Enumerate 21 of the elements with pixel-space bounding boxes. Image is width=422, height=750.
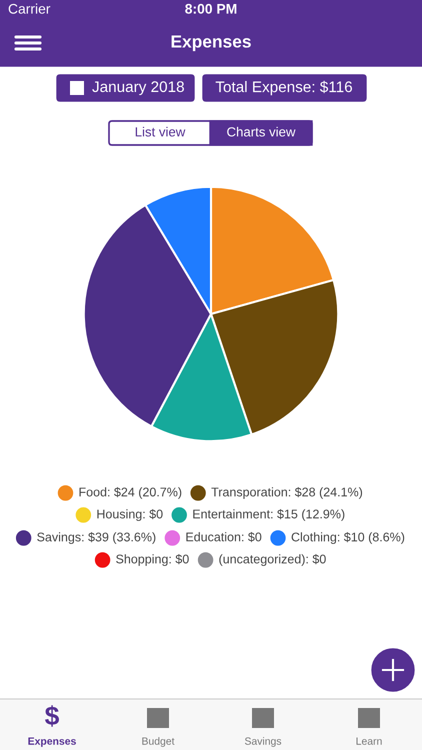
text: List view xyxy=(136,126,186,137)
legend-label: Entertainment: $15 (12.9%) xyxy=(193,509,344,521)
legend-label: Savings: $39 (33.6%) xyxy=(37,532,156,544)
text: Budget xyxy=(142,737,174,747)
text: Charts view xyxy=(227,126,296,137)
text: Expenses xyxy=(28,738,76,747)
text: January 2018 xyxy=(92,81,184,96)
text: Savings xyxy=(244,737,282,747)
legend-label: (uncategorized): $0 xyxy=(219,554,326,566)
legend-label: Housing: $0 xyxy=(97,509,163,521)
text: Total Expense: $116 xyxy=(216,80,352,96)
legend-label: Food: $24 (20.7%) xyxy=(80,487,182,499)
legend-label: Clothing: $10 (8.6%) xyxy=(292,532,404,544)
text: 8:00 PM xyxy=(185,4,236,14)
chart-title: Expenses xyxy=(172,36,251,52)
legend-label: Shopping: $0 xyxy=(116,554,189,566)
text: Learn xyxy=(356,738,382,745)
legend-label: Transporation: $28 (24.1%) xyxy=(211,487,362,499)
text: Carrier xyxy=(8,4,50,14)
text: $ xyxy=(45,705,59,727)
legend-label: Education: $0 xyxy=(186,532,262,542)
